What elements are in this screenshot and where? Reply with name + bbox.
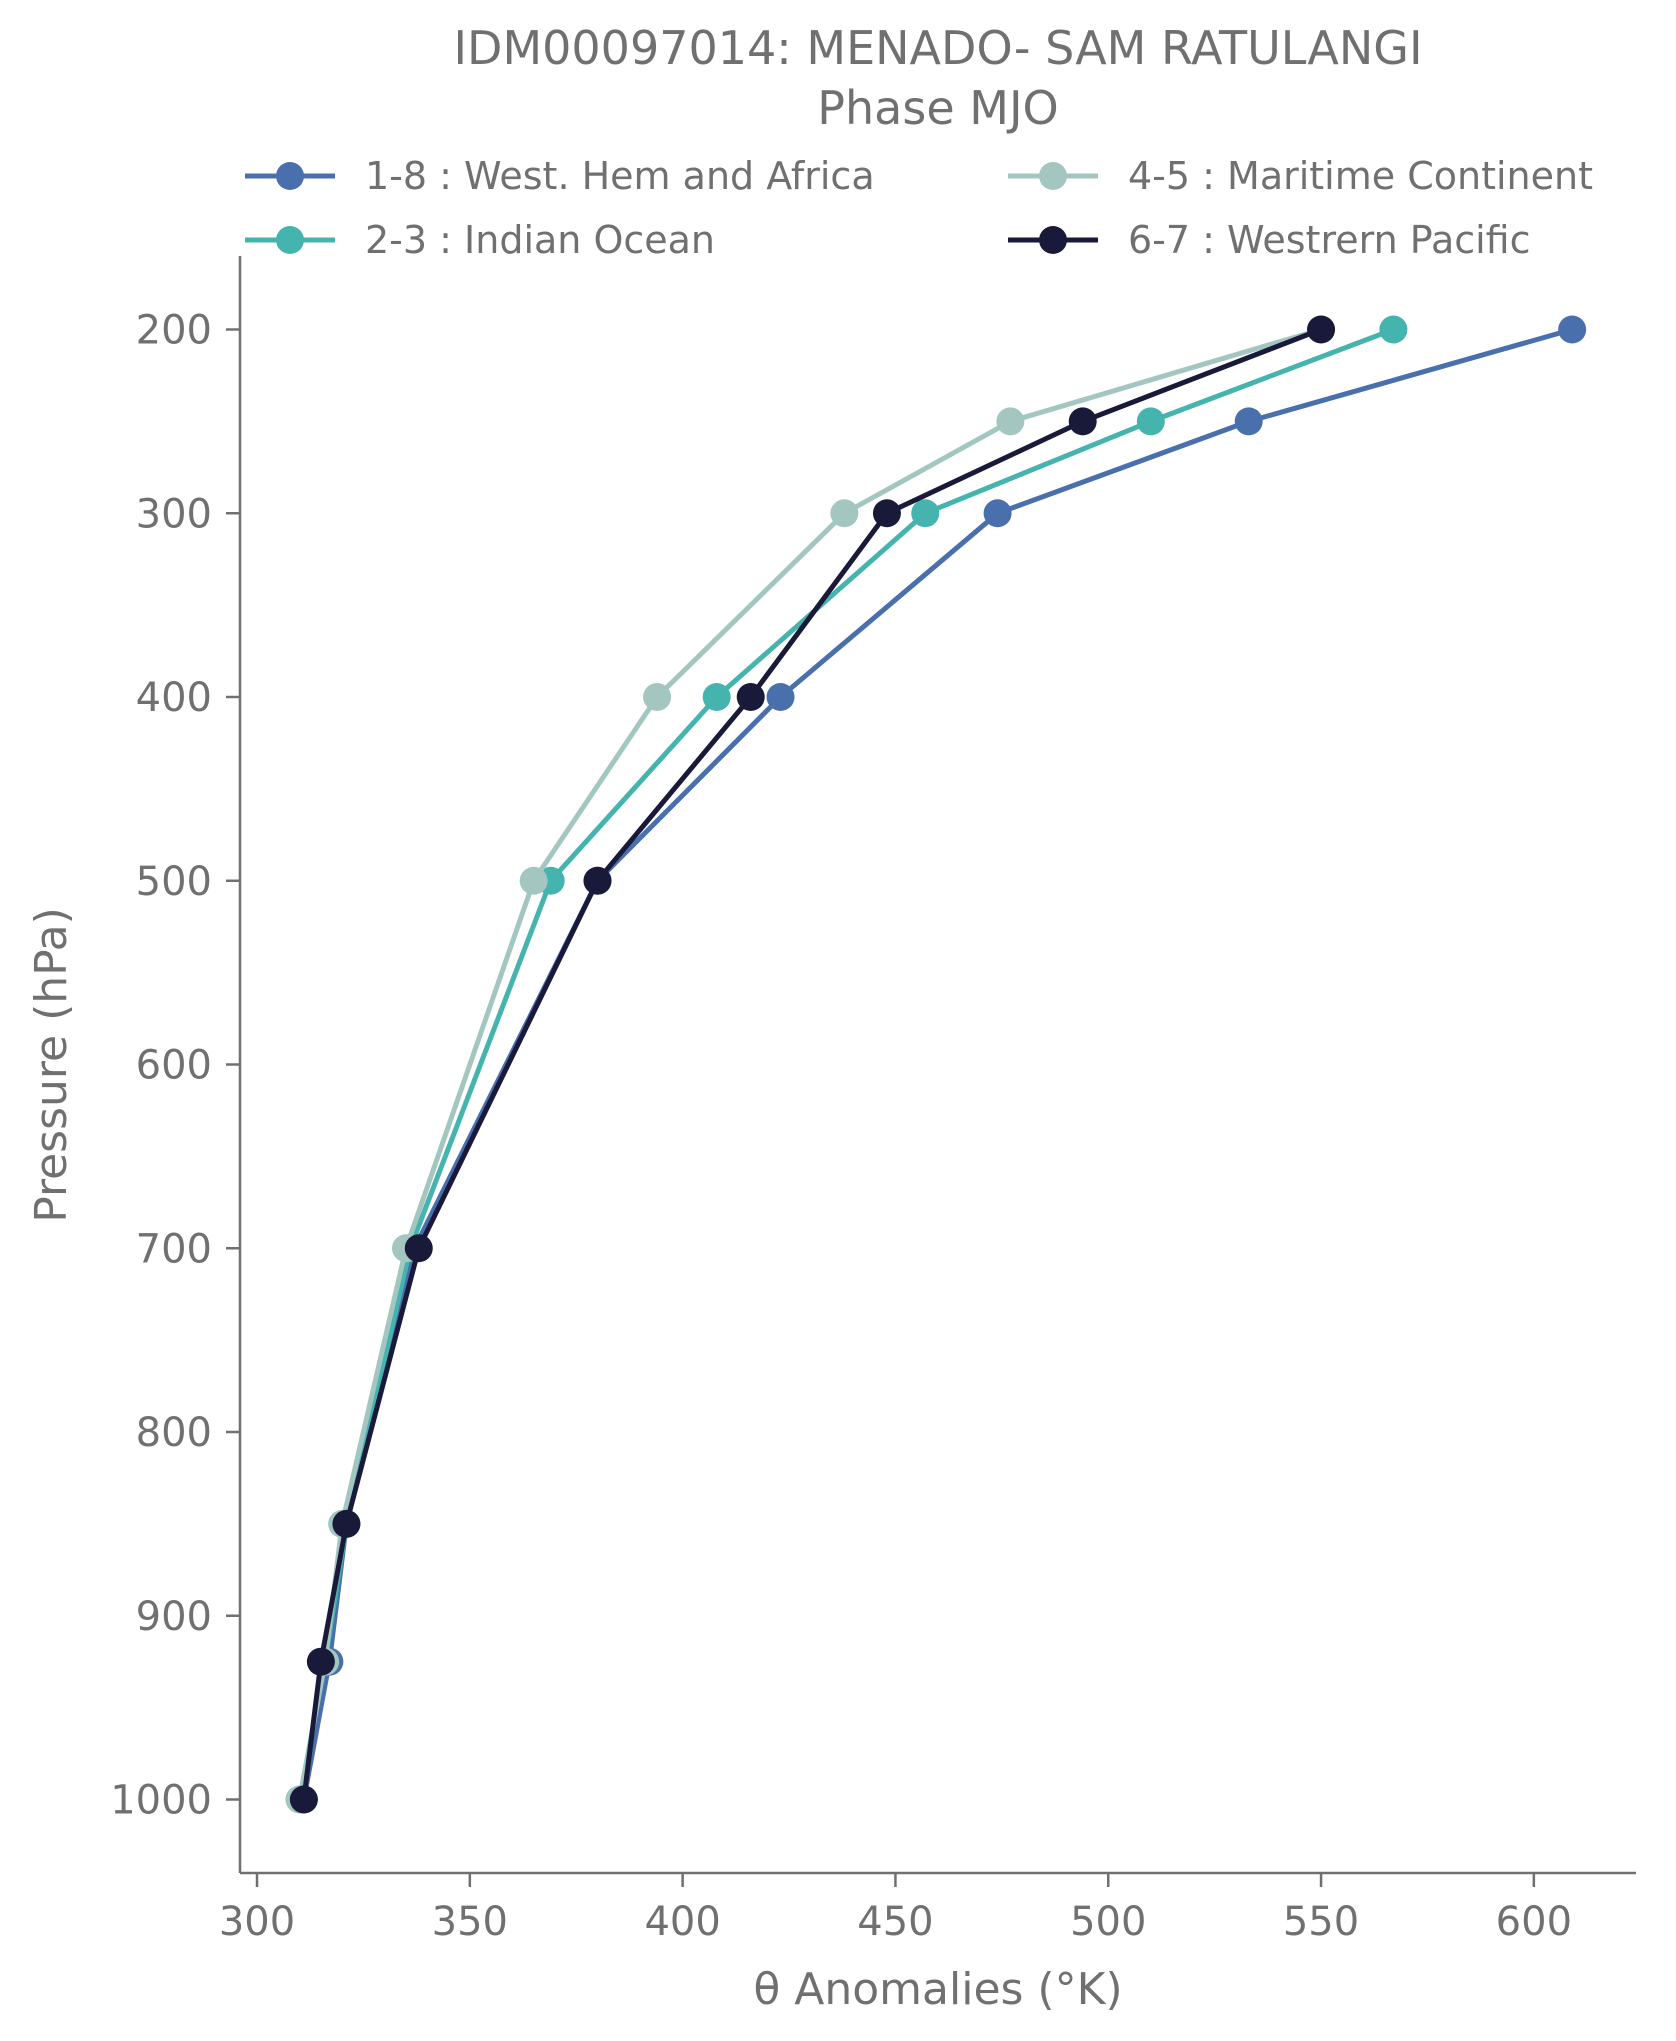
x-tick-label: 550 (1283, 1899, 1359, 1945)
series-line (301, 327, 1573, 1800)
y-axis-label: Pressure (hPa) (26, 907, 77, 1223)
data-point (1307, 315, 1336, 344)
data-point (830, 499, 859, 528)
data-point (702, 683, 731, 711)
data-point (1558, 315, 1587, 344)
data-point (766, 683, 795, 711)
data-point (404, 1234, 433, 1263)
series-line (297, 327, 1322, 1800)
legend-label: 2-3 : Indian Ocean (365, 218, 715, 262)
data-point (736, 683, 765, 711)
legend-label: 6-7 : Westrern Pacific (1128, 218, 1531, 262)
y-tick-label: 400 (136, 675, 212, 721)
legend-item: 2-3 : Indian Ocean (245, 218, 715, 262)
data-point (1136, 407, 1165, 436)
legend-label: 4-5 : Maritime Continent (1128, 154, 1593, 198)
series-0 (289, 315, 1587, 1814)
series-1 (285, 315, 1408, 1814)
y-tick-label: 1000 (110, 1778, 212, 1824)
x-tick-label: 500 (1070, 1899, 1146, 1945)
series-3 (289, 315, 1336, 1814)
data-point (911, 499, 940, 528)
data-point (519, 866, 548, 895)
y-tick-label: 800 (136, 1410, 212, 1456)
data-point (583, 866, 612, 895)
legend-item: 1-8 : West. Hem and Africa (245, 154, 875, 198)
legend-marker (1039, 162, 1067, 190)
data-point (1379, 315, 1408, 344)
x-tick-label: 300 (219, 1899, 295, 1945)
data-point (996, 407, 1025, 436)
data-point (872, 499, 901, 528)
x-tick-label: 350 (432, 1899, 508, 1945)
series-line (301, 327, 1322, 1800)
legend-label: 1-8 : West. Hem and Africa (365, 154, 875, 198)
y-tick-label: 500 (136, 859, 212, 905)
x-tick-label: 600 (1496, 1899, 1572, 1945)
y-tick-label: 300 (136, 491, 212, 537)
y-tick-label: 200 (136, 308, 212, 354)
y-ticks: 200 300 400 500 600 700 800 900 1000 (110, 308, 240, 1824)
legend-item: 4-5 : Maritime Continent (1008, 154, 1593, 198)
legend-marker (1039, 226, 1067, 254)
data-point (983, 499, 1012, 528)
y-tick-label: 600 (136, 1043, 212, 1089)
plot-area (285, 315, 1587, 1814)
legend-marker (276, 162, 304, 190)
chart-subtitle: Phase MJO (817, 81, 1058, 135)
x-ticks: 300 350 400 450 500 550 600 (219, 1873, 1572, 1945)
series-2 (285, 315, 1336, 1814)
legend-item: 6-7 : Westrern Pacific (1008, 218, 1531, 262)
legend: 1-8 : West. Hem and Africa 2-3 : Indian O… (245, 154, 1593, 262)
data-point (1234, 407, 1263, 436)
x-tick-label: 450 (857, 1899, 933, 1945)
x-axis-label: θ Anomalies (°K) (753, 1964, 1122, 2015)
data-point (306, 1647, 335, 1676)
y-tick-label: 700 (136, 1226, 212, 1272)
chart-title: IDM00097014: MENADO- SAM RATULANGI (453, 21, 1422, 75)
data-point (289, 1785, 318, 1814)
legend-marker (276, 226, 304, 254)
data-point (1068, 407, 1097, 436)
data-point (332, 1509, 361, 1538)
data-point (643, 683, 672, 711)
x-tick-label: 400 (644, 1899, 720, 1945)
y-tick-label: 900 (136, 1594, 212, 1640)
series-line (297, 327, 1395, 1800)
